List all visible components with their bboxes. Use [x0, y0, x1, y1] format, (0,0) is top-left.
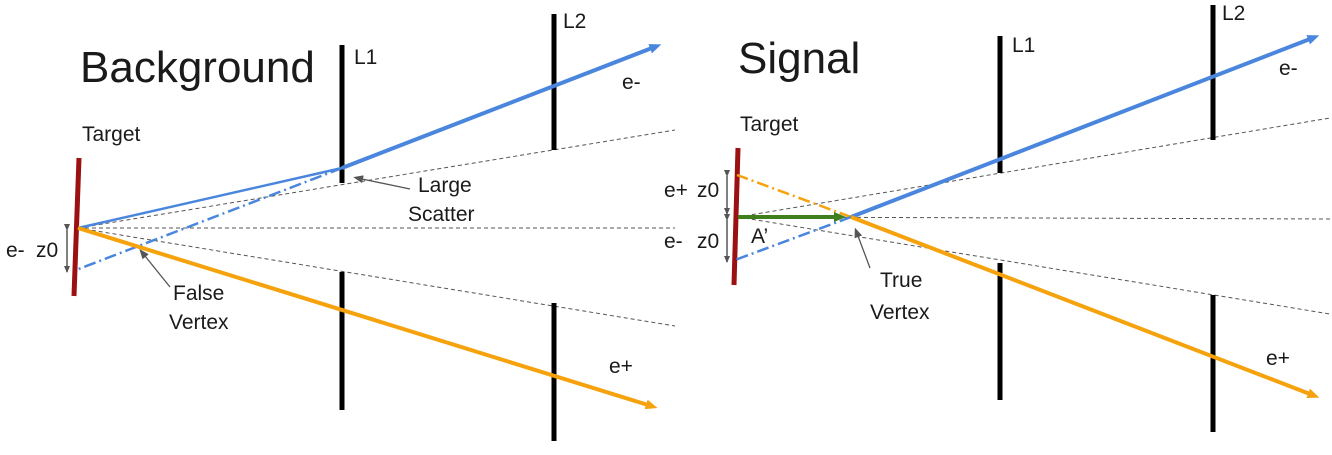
signal-boson-label: A’: [751, 225, 768, 248]
background-scatter-note-line1: Large: [418, 174, 472, 197]
background-electron-track-outer: [341, 44, 662, 170]
background-electron-track-inner: [77, 166, 343, 230]
signal-title: Signal: [738, 34, 860, 83]
signal-vertex-note-line1: True: [880, 269, 922, 292]
signal-target: [731, 147, 741, 286]
background-target-label: Target: [82, 123, 141, 146]
background-vertex-note-line1: False: [173, 282, 224, 305]
signal-guide-upper: [737, 117, 1331, 218]
background-positron-label: e+: [609, 355, 633, 378]
background-panel: Background Target L1 L2 e- e+ e- z0 Larg…: [6, 10, 676, 441]
signal-vertex-note-line2: Vertex: [870, 301, 930, 324]
signal-vertex-pointer: [854, 227, 871, 269]
background-vertex-pointer: [139, 248, 171, 288]
signal-upper-offset-particle: e+: [664, 179, 688, 202]
background-scatter-note-line2: Scatter: [408, 203, 475, 226]
background-scatter-pointer: [353, 175, 411, 190]
signal-positron-extrapolation: [736, 173, 852, 219]
signal-target-label: Target: [740, 113, 799, 136]
signal-layer1-label: L1: [1012, 34, 1035, 57]
signal-positron-label: e+: [1266, 347, 1290, 370]
signal-positron-track: [850, 215, 1320, 398]
background-target: [71, 157, 82, 297]
background-electron-label: e-: [622, 71, 641, 94]
signal-layer2-label: L2: [1222, 2, 1245, 25]
background-electron-extrapolation: [75, 166, 343, 272]
background-layer2-label: L2: [563, 10, 586, 33]
signal-lower-offset-label: z0: [697, 230, 719, 253]
signal-lower-offset-particle: e-: [664, 230, 683, 253]
background-layer1-label: L1: [354, 46, 377, 69]
background-positron-track: [77, 226, 658, 410]
background-offset-label: z0: [36, 239, 58, 262]
signal-panel: Signal Target L1 L2 e- e+ e+ z0 e- z0 A’…: [664, 2, 1331, 432]
background-guide-upper: [77, 129, 676, 229]
background-offset-particle: e-: [6, 239, 25, 262]
signal-guide-lower: [737, 216, 1331, 315]
signal-electron-label: e-: [1279, 57, 1298, 80]
signal-electron-extrapolation: [734, 215, 852, 262]
background-title: Background: [80, 43, 315, 92]
signal-upper-offset-label: z0: [697, 179, 719, 202]
background-vertex-note-line2: Vertex: [169, 311, 229, 334]
background-guide-lower: [77, 227, 676, 327]
signal-electron-track: [850, 35, 1320, 219]
